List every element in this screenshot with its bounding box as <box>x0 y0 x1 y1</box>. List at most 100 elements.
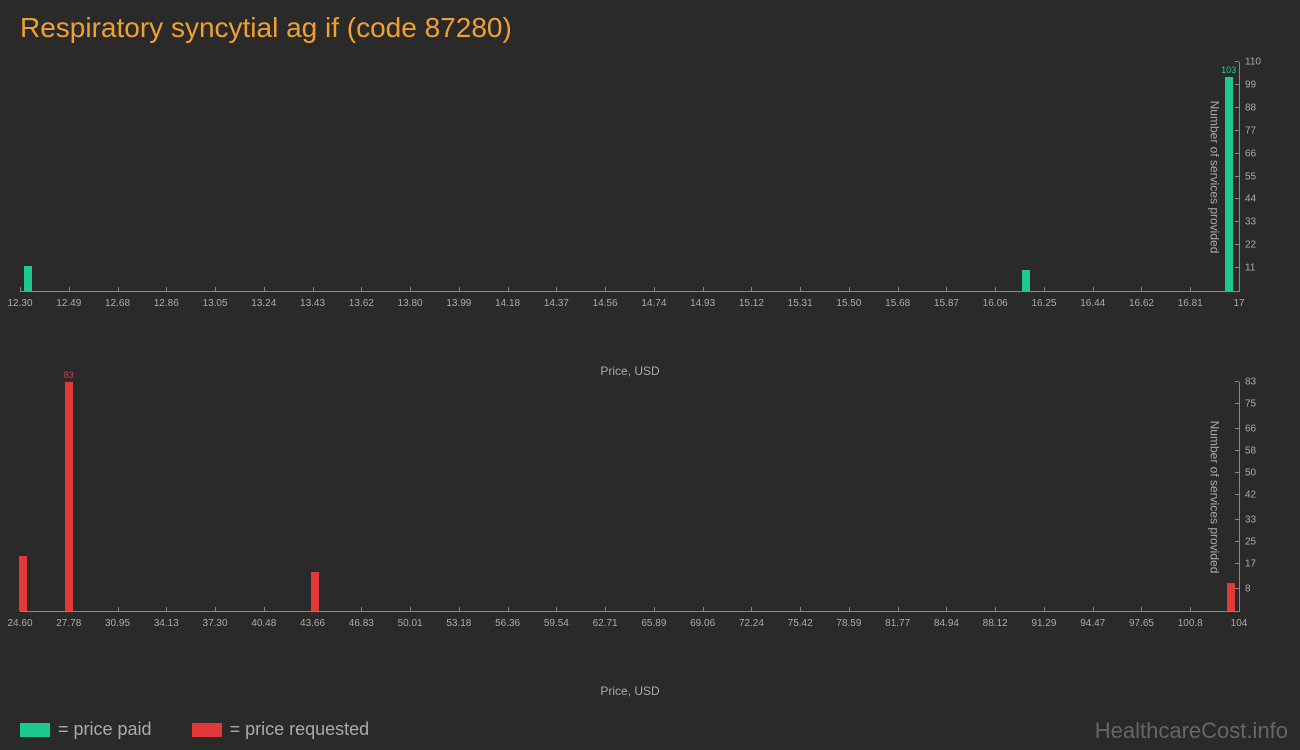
y-tick-label: 110 <box>1245 57 1271 68</box>
y-tick-mark <box>1235 494 1239 495</box>
x-tick-label: 34.13 <box>154 618 179 629</box>
x-tick-label: 43.66 <box>300 618 325 629</box>
x-tick-label: 94.47 <box>1080 618 1105 629</box>
y-tick-mark <box>1235 472 1239 473</box>
bar <box>1022 270 1030 291</box>
x-tick-label: 14.37 <box>544 298 569 309</box>
y-tick-mark <box>1235 563 1239 564</box>
x-axis-label-paid: Price, USD <box>600 364 659 378</box>
y-tick-label: 83 <box>1245 377 1271 388</box>
x-tick-label: 16.62 <box>1129 298 1154 309</box>
legend-item-paid: = price paid <box>20 719 152 740</box>
x-tick-mark <box>215 287 216 291</box>
x-tick-label: 46.83 <box>349 618 374 629</box>
bar <box>1227 583 1235 611</box>
x-tick-label: 14.93 <box>690 298 715 309</box>
legend-swatch-paid <box>20 723 50 737</box>
x-axis-label-requested: Price, USD <box>600 684 659 698</box>
y-tick-label: 66 <box>1245 148 1271 159</box>
x-tick-mark <box>361 287 362 291</box>
bar: 103 <box>1225 77 1233 291</box>
x-tick-label: 62.71 <box>593 618 618 629</box>
x-tick-label: 14.56 <box>593 298 618 309</box>
x-tick-label: 104 <box>1231 618 1248 629</box>
x-tick-label: 13.62 <box>349 298 374 309</box>
x-tick-label: 88.12 <box>983 618 1008 629</box>
y-tick-label: 75 <box>1245 399 1271 410</box>
y-tick-label: 88 <box>1245 102 1271 113</box>
x-tick-label: 12.68 <box>105 298 130 309</box>
x-tick-label: 27.78 <box>56 618 81 629</box>
x-tick-mark <box>654 607 655 611</box>
x-tick-label: 13.43 <box>300 298 325 309</box>
x-tick-mark <box>166 287 167 291</box>
x-tick-mark <box>1093 607 1094 611</box>
y-tick-label: 44 <box>1245 194 1271 205</box>
y-tick-mark <box>1235 588 1239 589</box>
legend-label-requested: = price requested <box>230 719 370 740</box>
x-tick-mark <box>313 287 314 291</box>
x-tick-label: 12.86 <box>154 298 179 309</box>
legend-label-paid: = price paid <box>58 719 152 740</box>
x-tick-mark <box>459 607 460 611</box>
x-tick-label: 15.50 <box>836 298 861 309</box>
y-tick-mark <box>1235 198 1239 199</box>
x-tick-label: 81.77 <box>885 618 910 629</box>
y-tick-mark <box>1235 403 1239 404</box>
x-tick-mark <box>654 287 655 291</box>
x-tick-label: 40.48 <box>251 618 276 629</box>
x-tick-label: 30.95 <box>105 618 130 629</box>
x-tick-label: 13.80 <box>398 298 423 309</box>
y-tick-label: 42 <box>1245 490 1271 501</box>
x-tick-label: 78.59 <box>836 618 861 629</box>
x-tick-label: 16.06 <box>983 298 1008 309</box>
x-tick-mark <box>508 607 509 611</box>
y-tick-label: 55 <box>1245 171 1271 182</box>
y-tick-mark <box>1235 221 1239 222</box>
x-tick-label: 37.30 <box>203 618 228 629</box>
x-tick-mark <box>264 287 265 291</box>
y-tick-label: 25 <box>1245 537 1271 548</box>
x-tick-mark <box>118 607 119 611</box>
y-tick-label: 17 <box>1245 559 1271 570</box>
y-tick-mark <box>1235 381 1239 382</box>
y-tick-mark <box>1235 176 1239 177</box>
bar <box>24 266 32 291</box>
x-tick-mark <box>751 287 752 291</box>
x-tick-label: 16.81 <box>1178 298 1203 309</box>
y-tick-mark <box>1235 61 1239 62</box>
x-tick-mark <box>69 287 70 291</box>
chart-requested-area: Number of services provided 817253342505… <box>20 382 1240 612</box>
x-tick-mark <box>800 287 801 291</box>
x-tick-mark <box>1141 287 1142 291</box>
x-tick-mark <box>605 287 606 291</box>
y-axis-label-paid: Number of services provided <box>1208 100 1222 253</box>
x-tick-mark <box>1044 607 1045 611</box>
x-tick-mark <box>946 287 947 291</box>
x-tick-mark <box>1190 287 1191 291</box>
y-tick-mark <box>1235 84 1239 85</box>
x-tick-mark <box>995 607 996 611</box>
x-tick-mark <box>264 607 265 611</box>
x-tick-label: 100.8 <box>1178 618 1203 629</box>
chart-paid-area: Number of services provided 112233445566… <box>20 62 1240 292</box>
x-tick-mark <box>898 287 899 291</box>
y-tick-mark <box>1235 428 1239 429</box>
x-tick-mark <box>995 287 996 291</box>
x-tick-label: 15.12 <box>739 298 764 309</box>
y-tick-label: 33 <box>1245 514 1271 525</box>
x-tick-mark <box>898 607 899 611</box>
x-tick-mark <box>410 607 411 611</box>
x-tick-label: 16.25 <box>1031 298 1056 309</box>
y-tick-label: 8 <box>1245 583 1271 594</box>
y-tick-mark <box>1235 244 1239 245</box>
x-tick-mark <box>1141 607 1142 611</box>
x-tick-mark <box>556 607 557 611</box>
x-tick-label: 97.65 <box>1129 618 1154 629</box>
legend-swatch-requested <box>192 723 222 737</box>
y-tick-mark <box>1235 541 1239 542</box>
y-tick-label: 99 <box>1245 79 1271 90</box>
x-tick-label: 24.60 <box>7 618 32 629</box>
bar <box>311 572 319 611</box>
x-tick-mark <box>1093 287 1094 291</box>
